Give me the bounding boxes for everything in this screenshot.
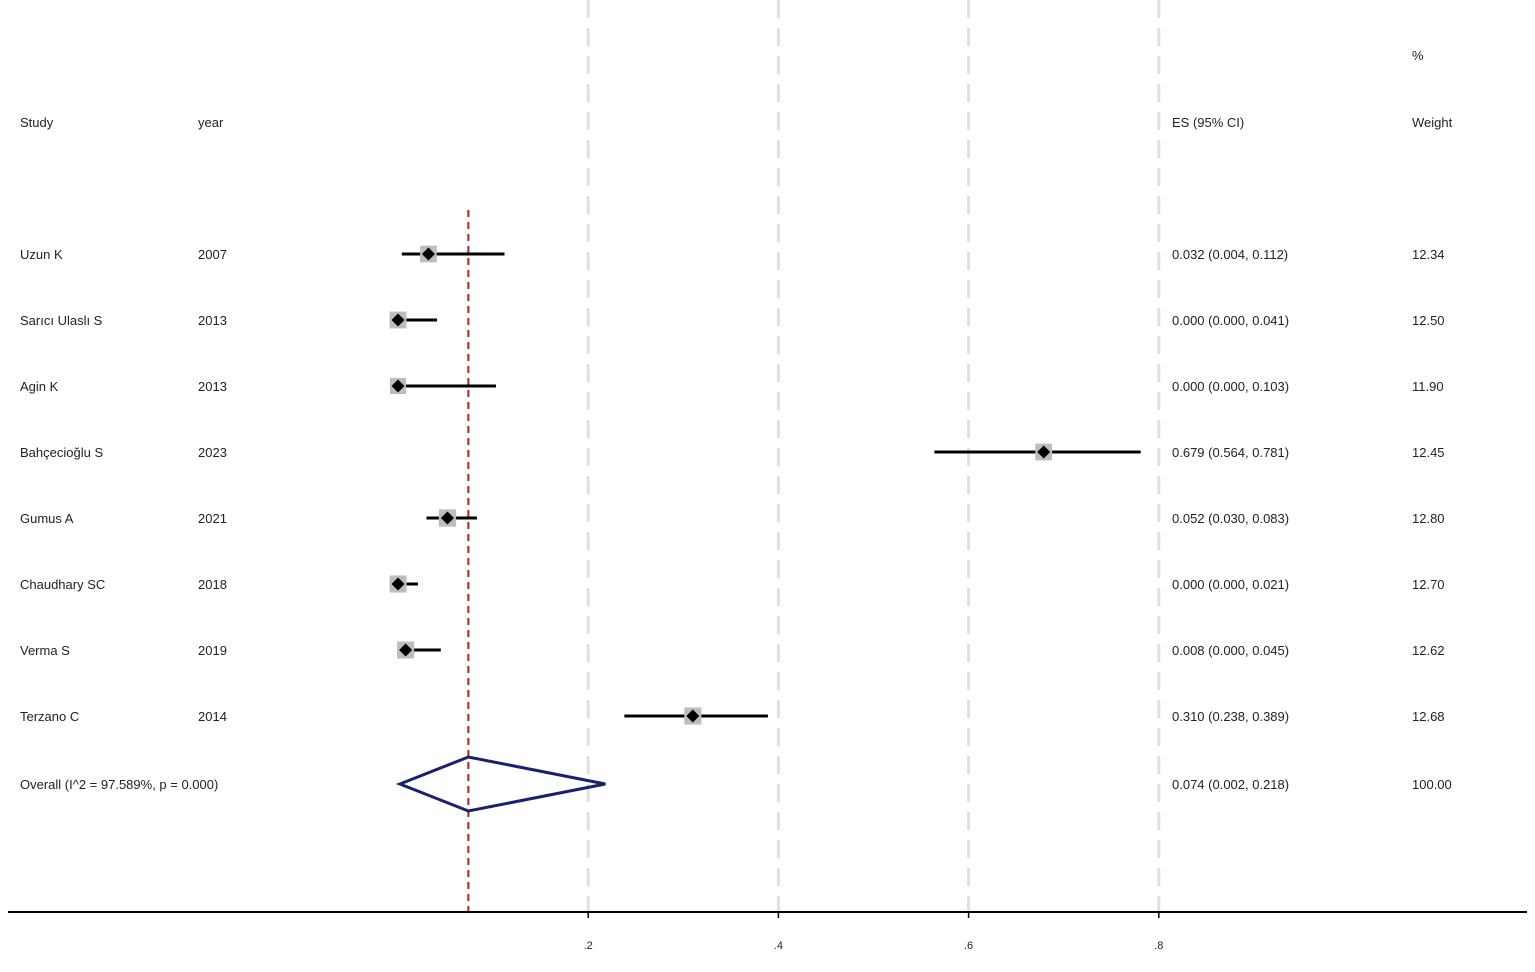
study-weight: 12.70 (1412, 577, 1445, 592)
x-tick-label: .4 (774, 940, 783, 952)
study-row: Chaudhary SC 2018 0.000 (0.000, 0.021) 12.7… (20, 575, 1445, 593)
study-year: 2023 (198, 445, 227, 460)
study-weight: 12.80 (1412, 511, 1445, 526)
header-weight: Weight (1412, 115, 1453, 130)
header-es-ci: ES (95% CI) (1172, 115, 1244, 130)
point-estimate-marker (391, 313, 405, 327)
study-name: Gumus A (20, 511, 74, 526)
study-weight: 12.45 (1412, 445, 1445, 460)
study-weight: 12.34 (1412, 247, 1445, 262)
point-estimate-marker (391, 577, 405, 591)
overall-weight: 100.00 (1412, 777, 1452, 792)
study-row: Sarıcı Ulaslı S 2013 0.000 (0.000, 0.041) 1… (20, 311, 1445, 329)
study-year: 2014 (198, 709, 227, 724)
point-estimate-marker (686, 709, 700, 723)
study-name: Agin K (20, 379, 59, 394)
column-headers: Study year ES (95% CI) % Weight (20, 48, 1453, 130)
x-tick-label: .6 (964, 940, 973, 952)
point-estimate-marker (399, 643, 413, 657)
grid-lines (586, 0, 1161, 912)
study-weight: 12.62 (1412, 643, 1445, 658)
study-es-ci: 0.310 (0.238, 0.389) (1172, 709, 1289, 724)
overall-es-ci: 0.074 (0.002, 0.218) (1172, 777, 1289, 792)
study-year: 2007 (198, 247, 227, 262)
point-estimate-marker (391, 379, 405, 393)
header-study: Study (20, 115, 54, 130)
study-name: Sarıcı Ulaslı S (20, 313, 103, 328)
study-row: Agin K 2013 0.000 (0.000, 0.103) 11.90 (20, 377, 1444, 395)
study-row: Uzun K 2007 0.032 (0.004, 0.112) 12.34 (20, 245, 1445, 263)
study-year: 2013 (198, 313, 227, 328)
study-row: Terzano C 2014 0.310 (0.238, 0.389) 12.68 (20, 707, 1445, 725)
study-es-ci: 0.679 (0.564, 0.781) (1172, 445, 1289, 460)
study-name: Chaudhary SC (20, 577, 105, 592)
study-es-ci: 0.008 (0.000, 0.045) (1172, 643, 1289, 658)
study-year: 2021 (198, 511, 227, 526)
x-axis: .2 .4 .6 .8 (8, 911, 1527, 952)
study-weight: 11.90 (1412, 379, 1444, 394)
x-tick-label: .2 (584, 940, 593, 952)
study-year: 2019 (198, 643, 227, 658)
study-name: Terzano C (20, 709, 79, 724)
study-name: Verma S (20, 643, 70, 658)
overall-row: Overall (I^2 = 97.589%, p = 0.000) 0.074 … (20, 755, 1452, 813)
point-estimate-marker (421, 247, 435, 261)
study-year: 2018 (198, 577, 227, 592)
study-es-ci: 0.032 (0.004, 0.112) (1172, 247, 1288, 262)
study-row: Verma S 2019 0.008 (0.000, 0.045) 12.62 (20, 641, 1445, 659)
study-weight: 12.50 (1412, 313, 1445, 328)
study-rows: Uzun K 2007 0.032 (0.004, 0.112) 12.34 Sarıc… (20, 245, 1445, 725)
study-name: Uzun K (20, 247, 63, 262)
x-tick-label: .8 (1154, 940, 1163, 952)
study-weight: 12.68 (1412, 709, 1445, 724)
study-es-ci: 0.052 (0.030, 0.083) (1172, 511, 1289, 526)
header-percent: % (1412, 48, 1424, 63)
study-year: 2013 (198, 379, 227, 394)
study-row: Gumus A 2021 0.052 (0.030, 0.083) 12.80 (20, 509, 1445, 527)
overall-diamond (395, 755, 606, 813)
study-es-ci: 0.000 (0.000, 0.041) (1172, 313, 1289, 328)
study-es-ci: 0.000 (0.000, 0.021) (1172, 577, 1289, 592)
header-year: year (198, 115, 224, 130)
study-es-ci: 0.000 (0.000, 0.103) (1172, 379, 1289, 394)
study-row: Bahçecioğlu S 2023 0.679 (0.564, 0.781) 12.… (20, 443, 1445, 461)
overall-label: Overall (I^2 = 97.589%, p = 0.000) (20, 777, 218, 792)
study-name: Bahçecioğlu S (20, 445, 103, 460)
point-estimate-marker (1037, 445, 1051, 459)
point-estimate-marker (440, 511, 454, 525)
